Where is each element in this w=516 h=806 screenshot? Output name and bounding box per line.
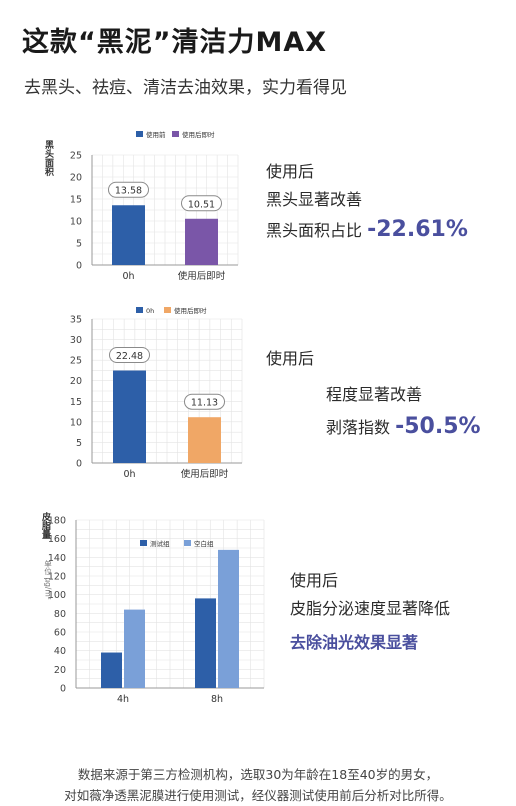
bar [113, 370, 146, 463]
page-title: 这款“黑泥”清洁力MAX [22, 27, 328, 58]
bar [188, 417, 221, 463]
data-label-bubble [181, 195, 222, 212]
y-tick-label: 60 [54, 628, 66, 639]
panel-3-text: 使用后 皮脂分泌速度显著降低 去除油光效果显著 [290, 567, 450, 657]
y-tick-label: 20 [70, 376, 82, 387]
panel-2-metric-value: -50.5% [395, 414, 481, 439]
x-tick-label: 8h [211, 694, 223, 705]
y-tick-label: 5 [76, 239, 82, 250]
bar [112, 205, 145, 265]
panel-1-text: 使用后 黑头显著改善 黑头面积占比 -22.61% [266, 158, 468, 245]
legend-swatch [140, 540, 147, 546]
y-axis-label: 皮脂量 [40, 511, 52, 540]
y-tick-label: 35 [70, 315, 82, 326]
legend-swatch [184, 540, 191, 546]
y-tick-label: 160 [48, 534, 66, 545]
bar [185, 218, 218, 265]
data-label-bubble [109, 347, 150, 364]
y-tick-label: 30 [70, 335, 82, 346]
panel-3-line1: 使用后 [290, 571, 339, 590]
footer-line2: 对如薇净透黑泥膜进行使用测试，经仪器测试使用前后分析对比所得。 [64, 788, 452, 803]
legend-label: 使用后即时 [174, 306, 207, 315]
y-tick-label: 20 [70, 173, 82, 184]
legend-swatch [136, 307, 143, 313]
y-tick-label: 15 [70, 195, 82, 206]
panel-1-metric-label: 黑头面积占比 [266, 221, 363, 240]
y-tick-label: 140 [48, 553, 66, 564]
legend-label: 使用后即时 [182, 130, 215, 139]
x-tick-label: 0h [122, 271, 134, 282]
legend-label: 空白组 [194, 539, 214, 548]
legend-label: 测试组 [150, 539, 170, 548]
panel-3-highlight: 去除油光效果显著 [290, 633, 419, 652]
bar [101, 652, 122, 688]
legend-swatch [164, 307, 171, 313]
panel-3-line2: 皮脂分泌速度显著降低 [290, 599, 451, 618]
legend-swatch [172, 131, 179, 137]
data-label-bubble [184, 393, 225, 410]
y-tick-label: 0 [76, 261, 82, 272]
legend-swatch [136, 131, 143, 137]
footer-line1: 数据来源于第三方检测机构，选取30为年龄在18至40岁的男女， [77, 767, 439, 782]
y-axis-label: 黑头面积 [43, 140, 54, 177]
y-tick-label: 100 [48, 590, 66, 601]
page-subtitle: 去黑头、祛痘、清洁去油效果，实力看得见 [24, 78, 347, 98]
bar [124, 609, 145, 688]
x-tick-label: 使用后即时 [181, 468, 229, 480]
bar [218, 549, 239, 688]
x-tick-label: 0h [123, 469, 135, 480]
y-tick-label: 25 [70, 356, 82, 367]
bar [195, 598, 216, 688]
panel-2-line2: 程度显著改善 [326, 385, 423, 404]
y-tick-label: 80 [54, 609, 66, 620]
panel-1-line2: 黑头显著改善 [266, 190, 363, 209]
panel-2-metric-label: 剥落指数 [326, 418, 391, 437]
data-label-bubble [108, 181, 149, 198]
y-axis-unit: 单位 μg/m² [43, 559, 52, 600]
footer-note: 数据来源于第三方检测机构，选取30为年龄在18至40岁的男女， 对如薇净透黑泥膜… [0, 764, 516, 806]
peeling-index-chart: 0 5 10 15 20 25 30 35 0h 使用后即时 22.48 0h 11.13 使用后即时 [70, 306, 243, 480]
y-tick-label: 180 [48, 516, 66, 527]
data-label: 10.51 [188, 199, 215, 210]
y-tick-label: 15 [70, 397, 82, 408]
y-tick-label: 0 [60, 684, 66, 695]
panel-1-metric-value: -22.61% [367, 217, 468, 242]
y-tick-label: 40 [54, 646, 66, 657]
y-tick-label: 0 [76, 459, 82, 470]
data-label: 11.13 [191, 398, 218, 409]
data-label: 13.58 [115, 186, 142, 197]
y-tick-label: 5 [76, 438, 82, 449]
y-tick-label: 120 [48, 572, 66, 583]
legend-label: 使用前 [146, 130, 166, 139]
y-tick-label: 20 [54, 665, 66, 676]
y-tick-label: 25 [70, 151, 82, 162]
panel-1-line1: 使用后 [266, 162, 315, 181]
data-label: 22.48 [116, 351, 143, 362]
y-tick-label: 10 [70, 217, 82, 228]
x-tick-label: 使用后即时 [178, 270, 226, 282]
legend-label: 0h [146, 307, 154, 315]
panel-2-text: 使用后 程度显著改善 剥落指数 -50.5% [266, 345, 481, 442]
panel-2-line1: 使用后 [266, 349, 315, 368]
x-tick-label: 4h [117, 694, 129, 705]
y-tick-label: 10 [70, 417, 82, 428]
